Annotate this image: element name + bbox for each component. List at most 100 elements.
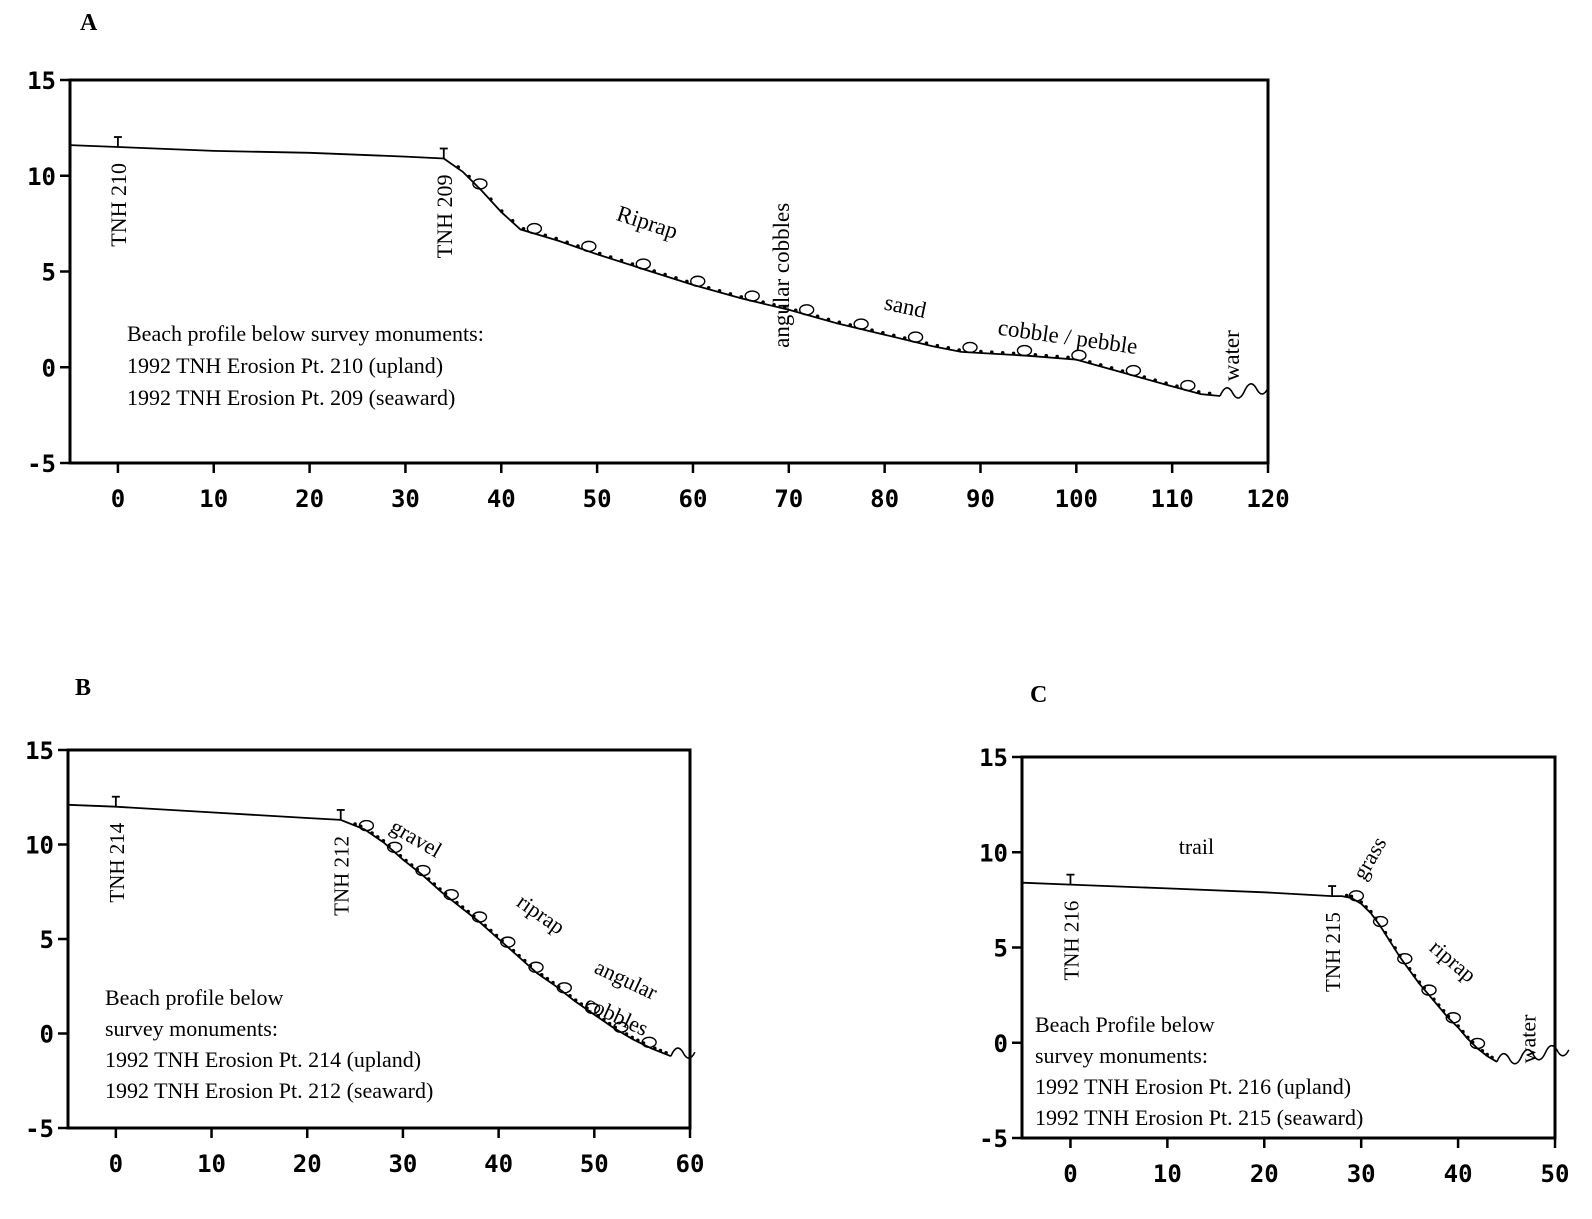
profile-line (67, 803, 672, 1058)
x-tick-label: 0 (111, 485, 125, 513)
material-annotation: sand (882, 290, 929, 323)
material-annotation: grass (1347, 832, 1391, 884)
legend-line: survey monuments: (105, 1016, 278, 1041)
x-tick-label: 120 (1246, 485, 1289, 513)
x-tick-label: 10 (1153, 1160, 1182, 1188)
monument-label: TNH 216 (1059, 901, 1083, 981)
x-tick-label: 40 (487, 485, 516, 513)
y-tick-label: 10 (979, 839, 1008, 867)
x-tick-label: 20 (293, 1150, 322, 1178)
x-tick-label: 50 (1541, 1160, 1570, 1188)
y-tick-label: 10 (25, 832, 54, 860)
x-tick-label: 60 (676, 1150, 705, 1178)
water-wave (1496, 1044, 1570, 1065)
legend-line: 1992 TNH Erosion Pt. 209 (seaward) (127, 385, 455, 410)
legend-line: 1992 TNH Erosion Pt. 216 (upland) (1035, 1074, 1351, 1099)
x-tick-label: 20 (1250, 1160, 1279, 1188)
x-tick-label: 0 (109, 1150, 123, 1178)
y-axis: 15 10 5 0 -5 (27, 67, 70, 478)
monument-label: TNH 210 (106, 163, 131, 247)
legend-line: survey monuments: (1035, 1043, 1208, 1068)
y-tick-label: 5 (40, 926, 54, 954)
legend: Beach profile below survey monuments: 199… (127, 321, 484, 410)
x-tick-label: 0 (1063, 1160, 1077, 1188)
x-tick-label: 50 (580, 1150, 609, 1178)
legend: Beach Profile below survey monuments: 1992… (1035, 1012, 1363, 1130)
y-axis: 15 10 5 0 -5 (979, 744, 1022, 1153)
monument-label: TNH 214 (105, 822, 129, 902)
y-tick-label: 15 (27, 67, 56, 95)
legend-line: 1992 TNH Erosion Pt. 215 (seaward) (1035, 1105, 1363, 1130)
x-tick-label: 60 (679, 485, 708, 513)
x-tick-label: 40 (1444, 1160, 1473, 1188)
panel-label: A (80, 10, 98, 36)
x-tick-label: 30 (388, 1150, 417, 1178)
y-tick-label: -5 (25, 1115, 54, 1143)
legend-line: 1992 TNH Erosion Pt. 212 (seaward) (105, 1078, 433, 1103)
clast-mark (1397, 952, 1413, 965)
panel-label: C (1030, 682, 1047, 708)
legend-line: Beach Profile below (1035, 1012, 1215, 1037)
x-tick-label: 50 (583, 485, 612, 513)
y-tick-label: -5 (27, 450, 56, 478)
x-tick-label: 10 (199, 485, 228, 513)
material-annotation: angular cobbles (769, 203, 794, 348)
y-tick-label: 5 (994, 935, 1008, 963)
material-annotation: gravel (386, 813, 446, 862)
x-tick-label: 30 (1347, 1160, 1376, 1188)
sediment-texture (456, 165, 1269, 399)
monument-label: TNH 215 (1321, 912, 1345, 992)
annotations: trail grass riprap water (1179, 832, 1541, 1063)
x-axis: 0 10 20 30 40 50 (1063, 1138, 1569, 1188)
material-annotation: water (1219, 330, 1244, 381)
profile-line (69, 144, 1221, 397)
x-tick-label: 40 (484, 1150, 513, 1178)
y-tick-label: 0 (994, 1030, 1008, 1058)
water-wave (670, 1047, 696, 1059)
y-tick-label: 5 (42, 259, 56, 287)
clast-mark (962, 341, 978, 354)
water-wave (1219, 383, 1269, 399)
x-tick-label: 70 (774, 485, 803, 513)
y-axis: 15 10 5 0 -5 (25, 737, 68, 1143)
x-tick-label: 90 (966, 485, 995, 513)
legend-line: 1992 TNH Erosion Pt. 210 (upland) (127, 353, 443, 378)
y-tick-label: -5 (979, 1125, 1008, 1153)
material-annotation: riprap (513, 889, 570, 940)
material-annotation: trail (1179, 834, 1214, 859)
material-annotation: Riprap (614, 201, 681, 244)
x-tick-label: 10 (197, 1150, 226, 1178)
legend-line: 1992 TNH Erosion Pt. 214 (upland) (105, 1047, 421, 1072)
profile-line (1021, 881, 1498, 1063)
monument-label: TNH 209 (432, 175, 457, 259)
legend-line: Beach profile below (105, 985, 283, 1010)
x-tick-label: 30 (391, 485, 420, 513)
survey-monuments: TNH 216 TNH 215 (1059, 873, 1345, 992)
x-tick-label: 80 (870, 485, 899, 513)
clast-mark (1016, 344, 1033, 357)
x-tick-label: 20 (295, 485, 324, 513)
legend: Beach profile below survey monuments: 1992… (105, 985, 433, 1103)
material-annotation: riprap (1425, 934, 1481, 987)
x-tick-label: 100 (1055, 485, 1098, 513)
x-axis: 0 10 20 30 40 50 60 (109, 1128, 705, 1178)
material-annotation: water (1516, 1014, 1541, 1064)
monument-label: TNH 212 (330, 836, 354, 916)
survey-monuments: TNH 210 TNH 209 (106, 136, 457, 259)
x-tick-label: 110 (1150, 485, 1193, 513)
panel-label: B (75, 675, 91, 701)
y-tick-label: 0 (40, 1021, 54, 1049)
y-tick-label: 0 (42, 354, 56, 382)
x-axis: 0 10 20 30 40 50 60 70 80 90 100 110 120 (111, 463, 1290, 513)
y-tick-label: 15 (979, 744, 1008, 772)
y-tick-label: 10 (27, 163, 56, 191)
survey-monuments: TNH 214 TNH 212 (105, 795, 354, 916)
legend-line: Beach profile below survey monuments: (127, 321, 484, 346)
y-tick-label: 15 (25, 737, 54, 765)
